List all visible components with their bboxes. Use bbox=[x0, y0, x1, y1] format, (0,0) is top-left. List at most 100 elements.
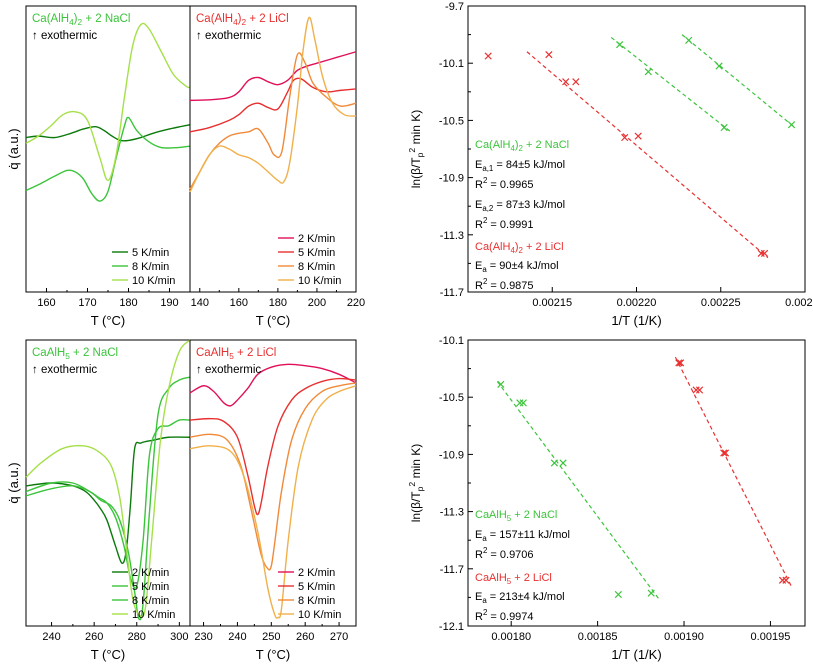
annotation-licl-title: CaAlH5 + 2 LiCl bbox=[475, 572, 552, 586]
annotation-r2-1: R2 = 0.9965 bbox=[475, 176, 534, 191]
series-line-2-K-min bbox=[189, 51, 357, 102]
data-point-stroke bbox=[647, 589, 655, 597]
panel-title-part: CaAlH bbox=[32, 347, 65, 359]
y-tick-label: -11.3 bbox=[440, 230, 464, 242]
x-tick-label: 0.00180 bbox=[491, 631, 531, 643]
data-point bbox=[545, 50, 553, 59]
x-tick-label: 0.00225 bbox=[701, 297, 741, 309]
annotation-licl-title-part: 5 bbox=[507, 577, 512, 586]
annotation-r2-3-part: = 0.9875 bbox=[487, 280, 533, 292]
data-point bbox=[634, 132, 642, 140]
y-tick-label: -10.1 bbox=[439, 335, 464, 347]
panel-title-part: 5 bbox=[65, 352, 70, 361]
legend-label: 10 K/min bbox=[298, 609, 341, 621]
data-point bbox=[778, 576, 787, 584]
annotation-ea1-part: = 157±11 kJ/mol bbox=[487, 529, 570, 541]
y-axis-label-part: min K) bbox=[409, 110, 423, 148]
annotation-r2-2-part: 2 bbox=[483, 608, 487, 617]
annotation-nacl-title: Ca(AlH4)2 + 2 NaCl bbox=[475, 139, 569, 153]
annotation-r2-3-part: 2 bbox=[483, 277, 487, 286]
kissinger-chart-kissinger_alh5: 0.00180 0.00185 0.00190 0.00195 -10.1 -10.5 -1… bbox=[407, 335, 806, 662]
data-point-stroke bbox=[572, 78, 580, 86]
data-point-stroke bbox=[721, 449, 730, 457]
series-line-8-K-min bbox=[25, 376, 191, 621]
annotation-ea1-part: E bbox=[475, 529, 482, 541]
data-point bbox=[760, 249, 769, 258]
y-axis-label-part: ln(β/T bbox=[409, 491, 423, 523]
y-tick-label: -10.5 bbox=[439, 115, 464, 127]
data-point-stroke bbox=[675, 359, 683, 367]
exotherm-label: ↑ exothermic bbox=[32, 30, 97, 42]
legend-label: 5 K/min bbox=[132, 581, 169, 593]
data-point bbox=[757, 249, 765, 258]
annotation-r2-1: R2 = 0.9706 bbox=[475, 546, 534, 561]
x-tick-label: 0.00195 bbox=[751, 631, 791, 643]
data-point bbox=[644, 68, 652, 76]
legend-label: 2 K/min bbox=[298, 567, 335, 579]
data-point bbox=[787, 121, 796, 129]
series-line-2-K-min bbox=[25, 436, 191, 564]
y-tick-label: -10.9 bbox=[439, 173, 464, 185]
annotation-nacl-title-part: ) bbox=[515, 139, 519, 151]
data-point bbox=[572, 78, 580, 86]
data-point-stroke bbox=[644, 68, 652, 76]
y-axis-label-part: p bbox=[415, 152, 425, 157]
annotation-nacl-title-part: Ca(AlH bbox=[475, 139, 511, 151]
dsc-panel-alh5_nacl: 240 260 280 300 T (°C) CaAlH5 + 2 NaCl ↑ exoth… bbox=[25, 339, 191, 662]
annotation-ea2-part: a bbox=[482, 596, 487, 605]
x-tick-label: 180 bbox=[119, 297, 137, 309]
x-tick-label: 0.00220 bbox=[617, 297, 657, 309]
data-point bbox=[621, 133, 629, 142]
panel-title-part: + 2 NaCl bbox=[82, 13, 130, 25]
annotation-licl-title-part: 2 bbox=[519, 246, 523, 255]
annotation-r2-3: R2 = 0.9875 bbox=[475, 277, 534, 292]
annotation-r2-1-part: 2 bbox=[483, 546, 487, 555]
annotation-r2-2: R2 = 0.9974 bbox=[475, 608, 534, 623]
x-tick-label: 160 bbox=[230, 297, 248, 309]
x-tick-label: 250 bbox=[262, 631, 280, 643]
annotation-licl-title-part: CaAlH bbox=[475, 572, 507, 584]
x-axis-label: T (°C) bbox=[91, 647, 126, 662]
x-tick-label: 0.00230 bbox=[785, 297, 813, 309]
legend-label: 10 K/min bbox=[132, 275, 175, 287]
x-tick-label: 200 bbox=[308, 297, 326, 309]
annotation-r2-1-part: R bbox=[475, 549, 483, 561]
fit-line bbox=[674, 356, 792, 587]
data-point-stroke bbox=[484, 52, 492, 60]
y-axis-label: q̇ (a.u.) bbox=[6, 128, 21, 169]
panel-title-part: 5 bbox=[229, 352, 234, 361]
x-axis-label: 1/T (1/K) bbox=[611, 313, 661, 328]
x-tick-label: 230 bbox=[194, 631, 212, 643]
dsc-panel-alh5_licl: 230 240 250 260 270 T (°C) CaAlH5 + 2 LiCl ↑ ex… bbox=[189, 339, 357, 662]
data-point bbox=[519, 399, 527, 407]
data-point bbox=[685, 36, 693, 44]
legend-label: 8 K/min bbox=[298, 261, 335, 273]
x-tick-label: 0.00215 bbox=[532, 297, 572, 309]
data-point-stroke bbox=[760, 249, 769, 258]
annotation-licl-title-part: + 2 LiCl bbox=[511, 572, 552, 584]
data-point-stroke bbox=[782, 576, 790, 584]
data-point bbox=[692, 386, 700, 394]
annotation-r2-2-part: R bbox=[475, 219, 483, 231]
legend-label: 2 K/min bbox=[132, 567, 169, 579]
y-axis-label-part: ln(β/T bbox=[409, 157, 423, 189]
annotation-r2-1-part: 2 bbox=[483, 176, 487, 185]
panel-title: CaAlH5 + 2 LiCl bbox=[196, 347, 276, 361]
annotation-nacl-title-part: 2 bbox=[519, 144, 523, 153]
y-tick-label: -10.5 bbox=[439, 392, 464, 404]
legend-label: 8 K/min bbox=[132, 261, 169, 273]
fit-line bbox=[610, 36, 732, 133]
data-point-stroke bbox=[634, 132, 642, 140]
annotation-r2-2-part: = 0.9991 bbox=[487, 219, 533, 231]
data-point-stroke bbox=[720, 123, 728, 132]
data-point-stroke bbox=[676, 359, 685, 367]
x-axis-label: T (°C) bbox=[256, 647, 291, 662]
data-point bbox=[675, 359, 683, 367]
annotation-r2-2-part: R bbox=[475, 611, 483, 623]
data-point bbox=[721, 449, 730, 457]
annotation-nacl-title-part: CaAlH bbox=[475, 509, 507, 521]
annotation-nacl-title-part: 4 bbox=[510, 144, 515, 153]
y-tick-label: -11.7 bbox=[440, 287, 464, 299]
panel-title-part: 2 bbox=[242, 18, 247, 27]
